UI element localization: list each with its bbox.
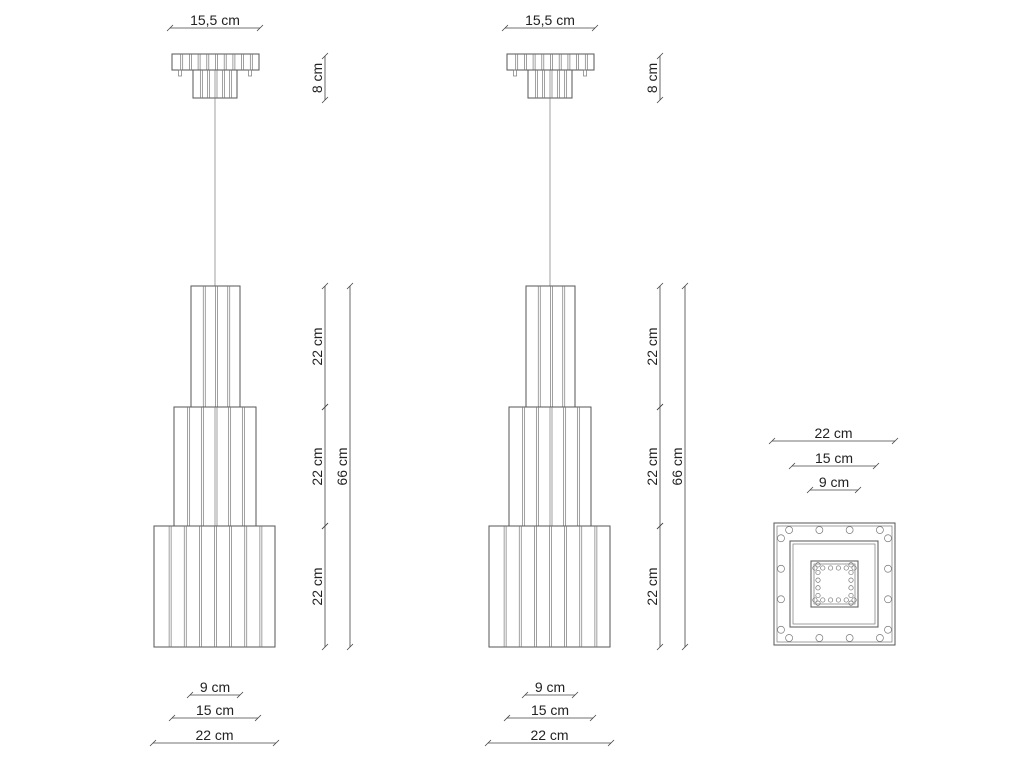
tier-bottom-width-dimension: 22 cm (149, 727, 280, 747)
top-view-inner-width-dimension-label: 9 cm (819, 474, 849, 490)
tier-middle (173, 406, 257, 527)
total-height-dimension: 66 cm (669, 282, 689, 651)
tier-top-height-dimension: 22 cm (644, 282, 664, 411)
canopy-width-dimension-label: 15,5 cm (190, 12, 240, 28)
tier-bottom-width-dimension: 22 cm (484, 727, 615, 747)
total-height-dimension: 66 cm (334, 282, 354, 651)
tier-middle-width-dimension-label: 15 cm (531, 702, 569, 718)
tier-bottom-height-dimension: 22 cm (309, 522, 329, 651)
front-view-2: 15,5 cm 8 cm 22 cm 22 cm 22 cm 66 cm 9 cm 15 cm… (484, 12, 689, 747)
tier-middle-height-dimension: 22 cm (644, 403, 664, 530)
canopy-screw (178, 69, 182, 77)
tier-top (190, 285, 241, 408)
top-view-outer-width-dimension: 22 cm (768, 425, 899, 445)
canopy-screw (248, 69, 252, 77)
canopy-width-dimension: 15,5 cm (501, 12, 599, 32)
canopy-height-dimension-label: 8 cm (309, 63, 325, 93)
top-view-outer-square (773, 522, 896, 646)
tier-bottom-width-dimension-label: 22 cm (530, 727, 568, 743)
tier-top-height-dimension: 22 cm (309, 282, 329, 411)
canopy-height-dimension: 8 cm (309, 52, 329, 104)
top-view-middle-width-dimension: 15 cm (788, 450, 880, 470)
tier-middle-width-dimension: 15 cm (503, 702, 597, 722)
top-view-outer-width-dimension-label: 22 cm (814, 425, 852, 441)
tier-top-width-dimension: 9 cm (521, 679, 579, 699)
top-view-inner-square (810, 560, 859, 608)
canopy-body (192, 69, 238, 99)
tier-middle-width-dimension-label: 15 cm (196, 702, 234, 718)
tier-middle-height-dimension: 22 cm (309, 403, 329, 530)
canopy-screw (513, 69, 517, 77)
tier-bottom-height-dimension: 22 cm (644, 522, 664, 651)
tier-middle-width-dimension: 15 cm (168, 702, 262, 722)
canopy-width-dimension-label: 15,5 cm (525, 12, 575, 28)
tier-top-width-dimension: 9 cm (186, 679, 244, 699)
front-view-1: 15,5 cm 8 cm 22 cm 22 cm 22 cm 66 cm 9 cm 15 cm… (149, 12, 354, 747)
tier-middle-height-dimension-label: 22 cm (644, 447, 660, 485)
canopy-plate (506, 53, 595, 71)
canopy-body (527, 69, 573, 99)
tier-bottom-height-dimension-label: 22 cm (309, 567, 325, 605)
total-height-dimension-label: 66 cm (334, 447, 350, 485)
tier-top-width-dimension-label: 9 cm (535, 679, 565, 695)
tier-bottom-width-dimension-label: 22 cm (195, 727, 233, 743)
canopy-height-dimension: 8 cm (644, 52, 664, 104)
tier-top-height-dimension-label: 22 cm (309, 327, 325, 365)
tier-bottom (153, 525, 276, 648)
total-height-dimension-label: 66 cm (669, 447, 685, 485)
top-view: 22 cm 15 cm 9 cm (768, 425, 899, 646)
top-view-inner-width-dimension: 9 cm (806, 474, 862, 494)
top-view-middle-square (789, 540, 879, 628)
tier-middle (508, 406, 592, 527)
tier-bottom-height-dimension-label: 22 cm (644, 567, 660, 605)
canopy-plate (171, 53, 260, 71)
tier-top (525, 285, 576, 408)
tier-top-width-dimension-label: 9 cm (200, 679, 230, 695)
tier-bottom (488, 525, 611, 648)
canopy-height-dimension-label: 8 cm (644, 63, 660, 93)
tier-top-height-dimension-label: 22 cm (644, 327, 660, 365)
canopy-width-dimension: 15,5 cm (166, 12, 264, 32)
tier-middle-height-dimension-label: 22 cm (309, 447, 325, 485)
canopy-screw (583, 69, 587, 77)
top-view-middle-width-dimension-label: 15 cm (815, 450, 853, 466)
